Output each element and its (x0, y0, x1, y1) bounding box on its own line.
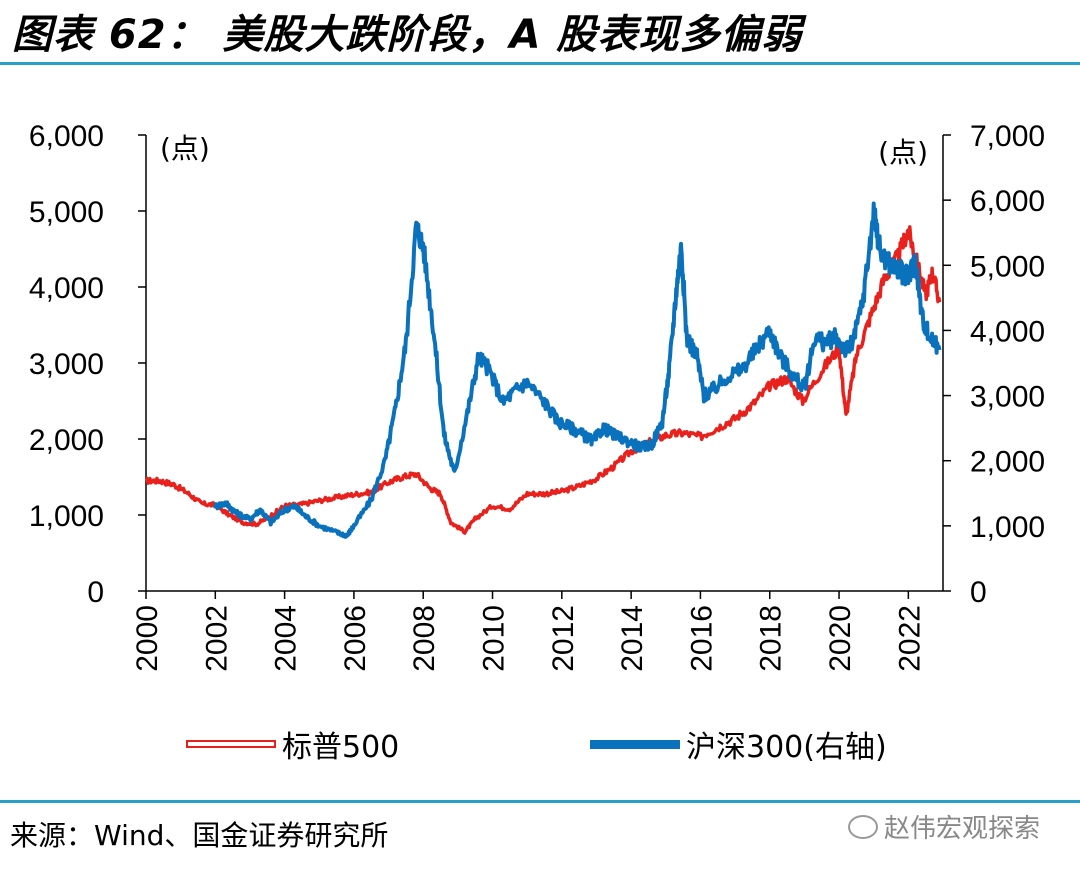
left-tick-label: 6,000 (29, 120, 104, 153)
bottom-rule (0, 800, 1080, 803)
right-unit-label: (点) (878, 136, 928, 169)
wechat-icon (848, 814, 878, 839)
right-tick-label: 5,000 (970, 250, 1045, 283)
left-tick-label: 5,000 (29, 196, 104, 229)
right-tick-label: 7,000 (970, 120, 1045, 153)
left-unit-label: (点) (160, 132, 210, 165)
x-tick-label: 2014 (616, 605, 649, 672)
series-line-csi300 (213, 201, 942, 539)
legend-swatch-sp500 (186, 740, 276, 748)
top-rule (0, 62, 1080, 65)
watermark-text: 赵伟宏观探索 (884, 814, 1041, 844)
right-tick-label: 6,000 (970, 185, 1045, 218)
axes: 0 1,000 2,000 3,000 4,000 5,000 6,000 0 1,000 2,0… (29, 120, 1045, 672)
x-tick-label: 2022 (893, 605, 926, 672)
x-tick-label: 2018 (755, 605, 788, 672)
series-line-sp500 (145, 225, 942, 535)
right-tick-label: 2,000 (970, 446, 1045, 479)
legend-item-csi300: 沪深300(右轴) (590, 722, 887, 766)
right-tick-label: 1,000 (970, 511, 1045, 544)
right-tick-label: 3,000 (970, 381, 1045, 414)
left-tick-label: 2,000 (29, 424, 104, 457)
left-tick-label: 3,000 (29, 348, 104, 381)
x-tick-label: 2012 (547, 605, 580, 672)
watermark: 赵伟宏观探索 (848, 808, 1040, 845)
right-tick-label: 4,000 (970, 315, 1045, 348)
legend-label-sp500: 标普500 (282, 730, 400, 765)
left-tick-label: 0 (87, 576, 104, 609)
figure-title: 图表 62： 美股大跌阶段，A 股表现多偏弱 (12, 12, 803, 58)
left-tick-label: 4,000 (29, 272, 104, 305)
legend-label-csi300: 沪深300(右轴) (686, 730, 887, 765)
x-tick-label: 2008 (408, 605, 441, 672)
x-tick-label: 2020 (824, 605, 857, 672)
left-tick-label: 1,000 (29, 500, 104, 533)
x-tick-label: 2006 (339, 605, 372, 672)
x-tick-label: 2002 (200, 605, 233, 672)
x-tick-label: 2010 (478, 605, 511, 672)
x-tick-label: 2004 (270, 605, 303, 672)
source-note: 来源：Wind、国金证券研究所 (10, 819, 389, 852)
x-tick-label: 2000 (131, 605, 164, 672)
x-tick-label: 2016 (685, 605, 718, 672)
legend-swatch-csi300 (590, 739, 680, 749)
right-tick-label: 0 (970, 576, 987, 609)
series-layer (145, 201, 942, 539)
legend-item-sp500: 标普500 (186, 722, 399, 766)
